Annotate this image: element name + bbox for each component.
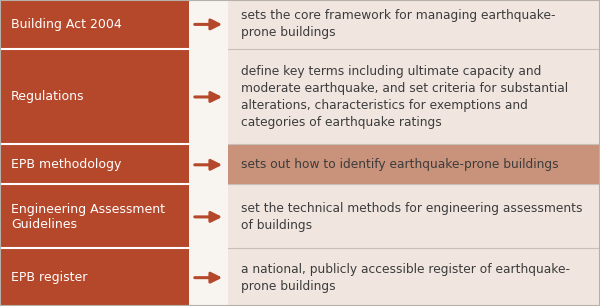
Text: sets out how to identify earthquake-prone buildings: sets out how to identify earthquake-pron… (241, 158, 559, 171)
Text: Building Act 2004: Building Act 2004 (11, 18, 122, 31)
Text: a national, publicly accessible register of earthquake-
prone buildings: a national, publicly accessible register… (241, 263, 570, 293)
Bar (228, 185, 600, 248)
Text: define key terms including ultimate capacity and
moderate earthquake, and set cr: define key terms including ultimate capa… (241, 65, 568, 129)
Bar (0, 0, 189, 49)
Bar (0, 185, 189, 248)
Bar (228, 249, 600, 306)
Text: set the technical methods for engineering assessments
of buildings: set the technical methods for engineerin… (241, 202, 583, 232)
Bar (0, 50, 189, 144)
Bar (228, 0, 600, 49)
Bar (0, 145, 189, 185)
Text: sets the core framework for managing earthquake-
prone buildings: sets the core framework for managing ear… (241, 9, 556, 39)
Text: EPB methodology: EPB methodology (11, 158, 121, 171)
Bar (0, 249, 189, 306)
Text: Engineering Assessment
Guidelines: Engineering Assessment Guidelines (11, 203, 165, 231)
Text: EPB register: EPB register (11, 271, 87, 284)
Bar (228, 145, 600, 185)
Text: Regulations: Regulations (11, 91, 84, 103)
Bar (228, 50, 600, 144)
